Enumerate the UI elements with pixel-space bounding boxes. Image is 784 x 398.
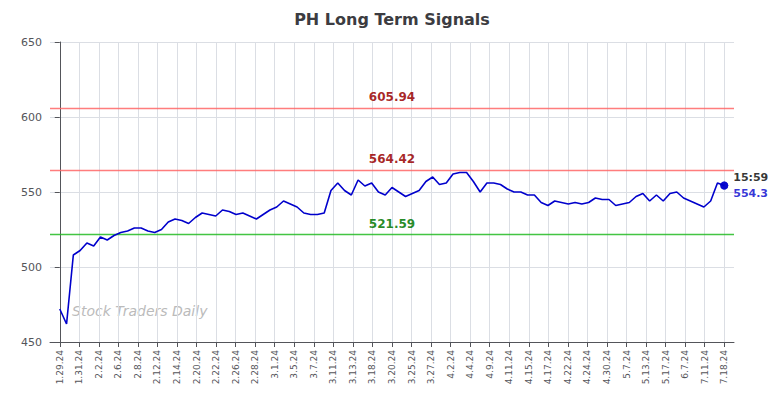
svg-text:4.9.24: 4.9.24 <box>485 350 495 379</box>
svg-text:3.18.24: 3.18.24 <box>367 350 377 385</box>
svg-text:Stock Traders Daily: Stock Traders Daily <box>72 303 208 319</box>
svg-text:500: 500 <box>21 261 42 274</box>
svg-text:5.17.24: 5.17.24 <box>661 350 671 385</box>
svg-text:3.7.24: 3.7.24 <box>309 350 319 379</box>
svg-text:600: 600 <box>21 111 42 124</box>
svg-text:3.13.24: 3.13.24 <box>348 350 358 385</box>
svg-text:2.2.24: 2.2.24 <box>94 350 104 379</box>
svg-text:6.7.24: 6.7.24 <box>680 350 690 379</box>
svg-text:4.15.24: 4.15.24 <box>524 350 534 385</box>
svg-text:4.4.24: 4.4.24 <box>465 350 475 379</box>
svg-text:4.11.24: 4.11.24 <box>504 350 514 385</box>
svg-text:3.5.24: 3.5.24 <box>289 350 299 379</box>
svg-text:PH Long Term Signals: PH Long Term Signals <box>294 10 490 29</box>
svg-text:3.11.24: 3.11.24 <box>328 350 338 385</box>
svg-text:2.14.24: 2.14.24 <box>172 350 182 385</box>
svg-text:2.22.24: 2.22.24 <box>211 350 221 385</box>
svg-text:5.13.24: 5.13.24 <box>641 350 651 385</box>
svg-text:2.26.24: 2.26.24 <box>231 350 241 385</box>
svg-text:521.59: 521.59 <box>369 217 415 231</box>
svg-text:2.12.24: 2.12.24 <box>152 350 162 385</box>
svg-text:2.28.24: 2.28.24 <box>250 350 260 385</box>
svg-text:5.7.24: 5.7.24 <box>622 350 632 379</box>
svg-text:2.8.24: 2.8.24 <box>133 350 143 379</box>
svg-text:4.22.24: 4.22.24 <box>563 350 573 385</box>
svg-text:7.11.24: 7.11.24 <box>700 350 710 385</box>
svg-text:1.31.24: 1.31.24 <box>74 350 84 385</box>
svg-text:4.17.24: 4.17.24 <box>543 350 553 385</box>
svg-text:4.30.24: 4.30.24 <box>602 350 612 385</box>
svg-text:450: 450 <box>21 336 42 349</box>
svg-text:4.2.24: 4.2.24 <box>446 350 456 379</box>
svg-text:3.25.24: 3.25.24 <box>407 350 417 385</box>
svg-text:3.20.24: 3.20.24 <box>387 350 397 385</box>
svg-text:564.42: 564.42 <box>369 152 415 166</box>
svg-text:15:59: 15:59 <box>733 171 768 184</box>
svg-text:2.20.24: 2.20.24 <box>192 350 202 385</box>
svg-text:2.6.24: 2.6.24 <box>113 350 123 379</box>
svg-text:605.94: 605.94 <box>369 90 415 104</box>
svg-text:4.24.24: 4.24.24 <box>582 350 592 385</box>
svg-text:7.18.24: 7.18.24 <box>719 350 729 385</box>
svg-text:550: 550 <box>21 186 42 199</box>
svg-text:554.3: 554.3 <box>733 187 768 200</box>
svg-text:3.1.24: 3.1.24 <box>270 350 280 379</box>
svg-text:3.27.24: 3.27.24 <box>426 350 436 385</box>
svg-text:1.29.24: 1.29.24 <box>55 350 65 385</box>
svg-text:650: 650 <box>21 36 42 49</box>
